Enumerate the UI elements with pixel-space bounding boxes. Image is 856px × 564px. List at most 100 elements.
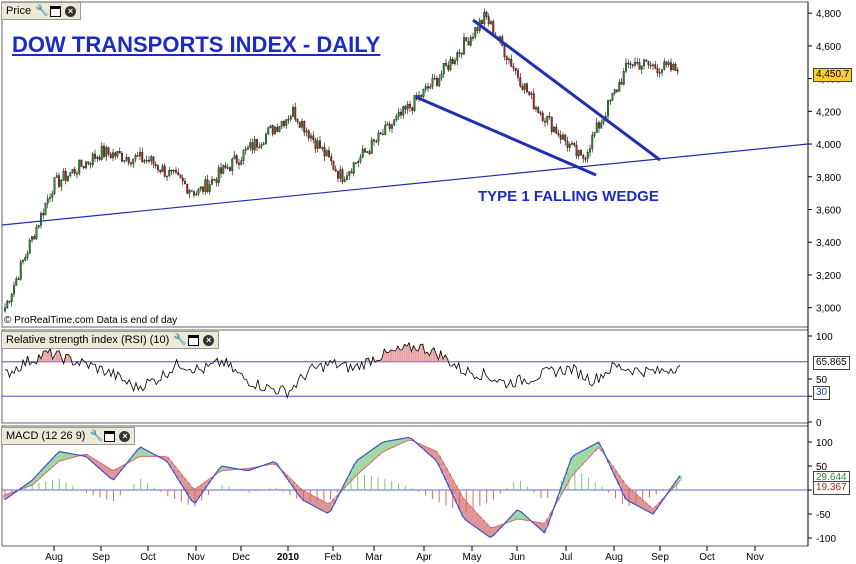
candle-body [370, 139, 373, 154]
candle-body [60, 180, 63, 187]
candle-body [325, 150, 328, 157]
candle-body [22, 260, 24, 262]
candle-body [179, 174, 182, 179]
candle-body [395, 116, 398, 120]
x-tick-label: Jun [509, 552, 525, 563]
rsi-current-tag: 65.865 [813, 356, 850, 370]
candle-body [121, 153, 123, 162]
price-y-tick-label: 3,800 [816, 173, 841, 184]
candle-body [665, 61, 668, 65]
wrench-icon[interactable]: 🔧 [35, 4, 49, 17]
candle-body [154, 163, 157, 166]
candle-body [571, 143, 573, 145]
macd-y-tick-label: -100 [816, 534, 836, 545]
window-icon[interactable] [188, 334, 200, 346]
candle-body [109, 153, 112, 158]
candle-body [481, 20, 483, 25]
candle-body [15, 278, 18, 286]
candle-body [134, 155, 137, 160]
candle-body [26, 253, 29, 258]
candle-body [575, 144, 578, 157]
close-icon[interactable]: × [65, 5, 77, 17]
candle-body [562, 134, 564, 140]
candle-body [620, 82, 623, 85]
candle-body [548, 115, 551, 118]
candle-body [384, 124, 387, 136]
candle-body [244, 148, 247, 151]
x-tick-label: Jul [560, 552, 573, 563]
candle-body [663, 61, 666, 70]
candle-body [157, 165, 159, 171]
candle-body [283, 121, 285, 126]
candle-body [382, 133, 384, 136]
candle-body [559, 134, 562, 140]
candle-body [262, 143, 265, 145]
candle-body [193, 191, 195, 196]
candle-body [310, 135, 312, 139]
candle-body [44, 203, 47, 216]
window-icon[interactable] [50, 5, 62, 17]
candle-body [424, 86, 427, 90]
candle-body [467, 41, 470, 46]
candle-body [215, 179, 218, 183]
rsi-y-tick-label: 50 [816, 375, 828, 386]
candle-body [17, 278, 20, 280]
candle-body [100, 145, 103, 160]
candle-body [206, 179, 209, 192]
candle-body [512, 66, 515, 69]
candle-body [172, 170, 175, 172]
candle-body [440, 73, 443, 79]
candle-body [278, 126, 281, 132]
wrench-icon[interactable]: 🔧 [89, 429, 104, 442]
candle-body [517, 70, 519, 78]
candle-body [55, 175, 58, 178]
candle-body [195, 193, 198, 196]
candle-body [409, 103, 411, 108]
x-tick-label: Dec [232, 552, 250, 563]
candle-body [427, 86, 429, 89]
candle-body [292, 107, 294, 117]
candle-body [10, 294, 13, 302]
wedge-annotation: TYPE 1 FALLING WEDGE [478, 188, 659, 205]
candle-body [341, 169, 344, 182]
x-tick-label: 2010 [277, 552, 300, 563]
candle-body [145, 159, 148, 162]
candle-body [98, 156, 101, 160]
candle-body [242, 150, 245, 161]
candle-body [490, 21, 492, 24]
close-icon[interactable]: × [119, 430, 131, 442]
candle-body [150, 156, 153, 162]
candle-body [294, 107, 297, 120]
candle-body [82, 166, 85, 169]
candle-body [296, 119, 299, 123]
candle-body [136, 155, 139, 157]
candle-body [564, 134, 567, 142]
candle-body [33, 236, 36, 240]
candle-body [474, 27, 477, 38]
candle-body [674, 64, 677, 71]
candle-body [528, 91, 531, 95]
candle-body [438, 78, 441, 86]
wedge-lower-line [415, 95, 597, 177]
candle-body [366, 151, 369, 153]
candle-body [656, 68, 659, 74]
candle-body [249, 142, 252, 148]
candle-body [247, 147, 249, 150]
candle-body [589, 148, 591, 153]
candle-body [550, 116, 553, 132]
wrench-icon[interactable]: 🔧 [173, 333, 187, 346]
close-icon[interactable]: × [203, 334, 215, 346]
candle-body [566, 140, 569, 148]
candle-body [321, 147, 324, 149]
rsi-panel-label: Relative strength index (RSI) (10) [6, 334, 170, 346]
candle-body [618, 82, 621, 92]
candle-body [13, 285, 15, 295]
macd-panel-header: MACD (12 26 9) 🔧 × [1, 427, 136, 445]
macd-y-tick-label: 100 [816, 438, 833, 449]
candle-body [152, 156, 155, 165]
candle-body [112, 152, 114, 158]
candle-body [368, 151, 371, 154]
candle-body [413, 94, 416, 111]
x-tick-label: Oct [140, 552, 156, 563]
window-icon[interactable] [104, 430, 116, 442]
